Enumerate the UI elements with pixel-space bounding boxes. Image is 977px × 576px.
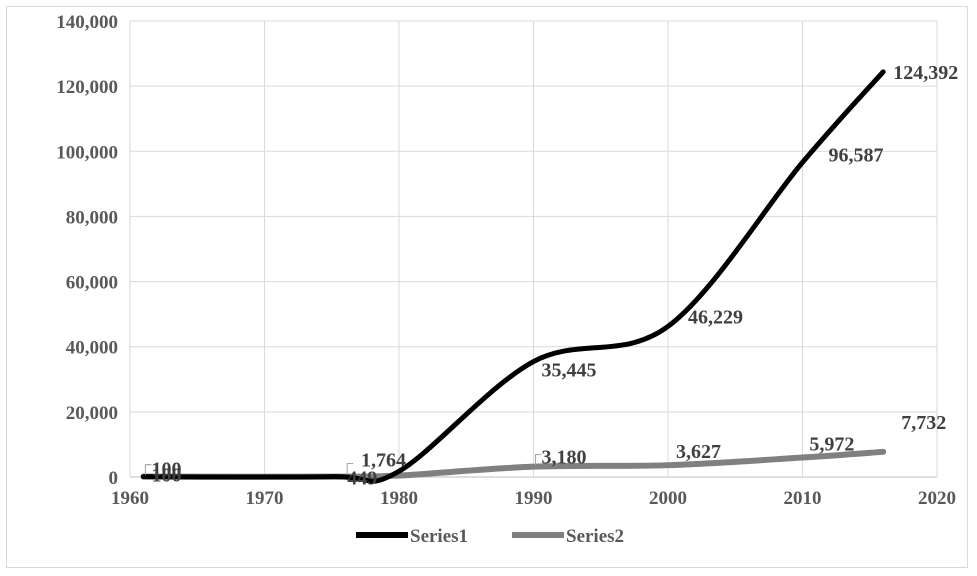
x-tick-label: 1970 xyxy=(246,488,284,509)
label-leader-line xyxy=(535,454,542,465)
data-label: 46,229 xyxy=(688,306,743,328)
data-label: 35,445 xyxy=(542,360,597,382)
data-label: 3,627 xyxy=(676,441,721,463)
x-tick-label: 1980 xyxy=(380,488,418,509)
data-label: 100 xyxy=(151,465,181,487)
legend-label-series1: Series1 xyxy=(410,526,468,547)
y-tick-label: 120,000 xyxy=(56,77,118,98)
data-label: 5,972 xyxy=(809,434,854,456)
series-line-series1 xyxy=(140,69,886,484)
series-line-series2 xyxy=(140,448,887,480)
label-leader-line xyxy=(346,463,354,474)
x-tick-label: 2010 xyxy=(784,488,822,509)
data-label: 449 xyxy=(347,468,377,490)
y-tick-label: 20,000 xyxy=(66,403,118,424)
y-tick-label: 80,000 xyxy=(66,207,118,228)
y-tick-label: 60,000 xyxy=(66,273,118,294)
y-tick-label: 140,000 xyxy=(56,12,118,33)
label-leader-line xyxy=(144,464,152,475)
x-tick-label: 2020 xyxy=(918,488,956,509)
x-tick-label: 1960 xyxy=(111,488,149,509)
data-label: 1,764 xyxy=(361,449,406,471)
data-label: 7,732 xyxy=(901,412,946,434)
y-tick-label: 40,000 xyxy=(66,338,118,359)
data-label: 96,587 xyxy=(829,144,884,166)
data-label: 124,392 xyxy=(893,62,958,84)
x-tick-label: 1990 xyxy=(515,488,553,509)
y-tick-label: 0 xyxy=(109,468,119,489)
x-tick-label: 2000 xyxy=(649,488,687,509)
y-tick-label: 100,000 xyxy=(56,142,118,163)
legend-label-series2: Series2 xyxy=(566,526,624,547)
data-label: 3,180 xyxy=(542,447,587,469)
data-label: 100 xyxy=(151,459,181,481)
